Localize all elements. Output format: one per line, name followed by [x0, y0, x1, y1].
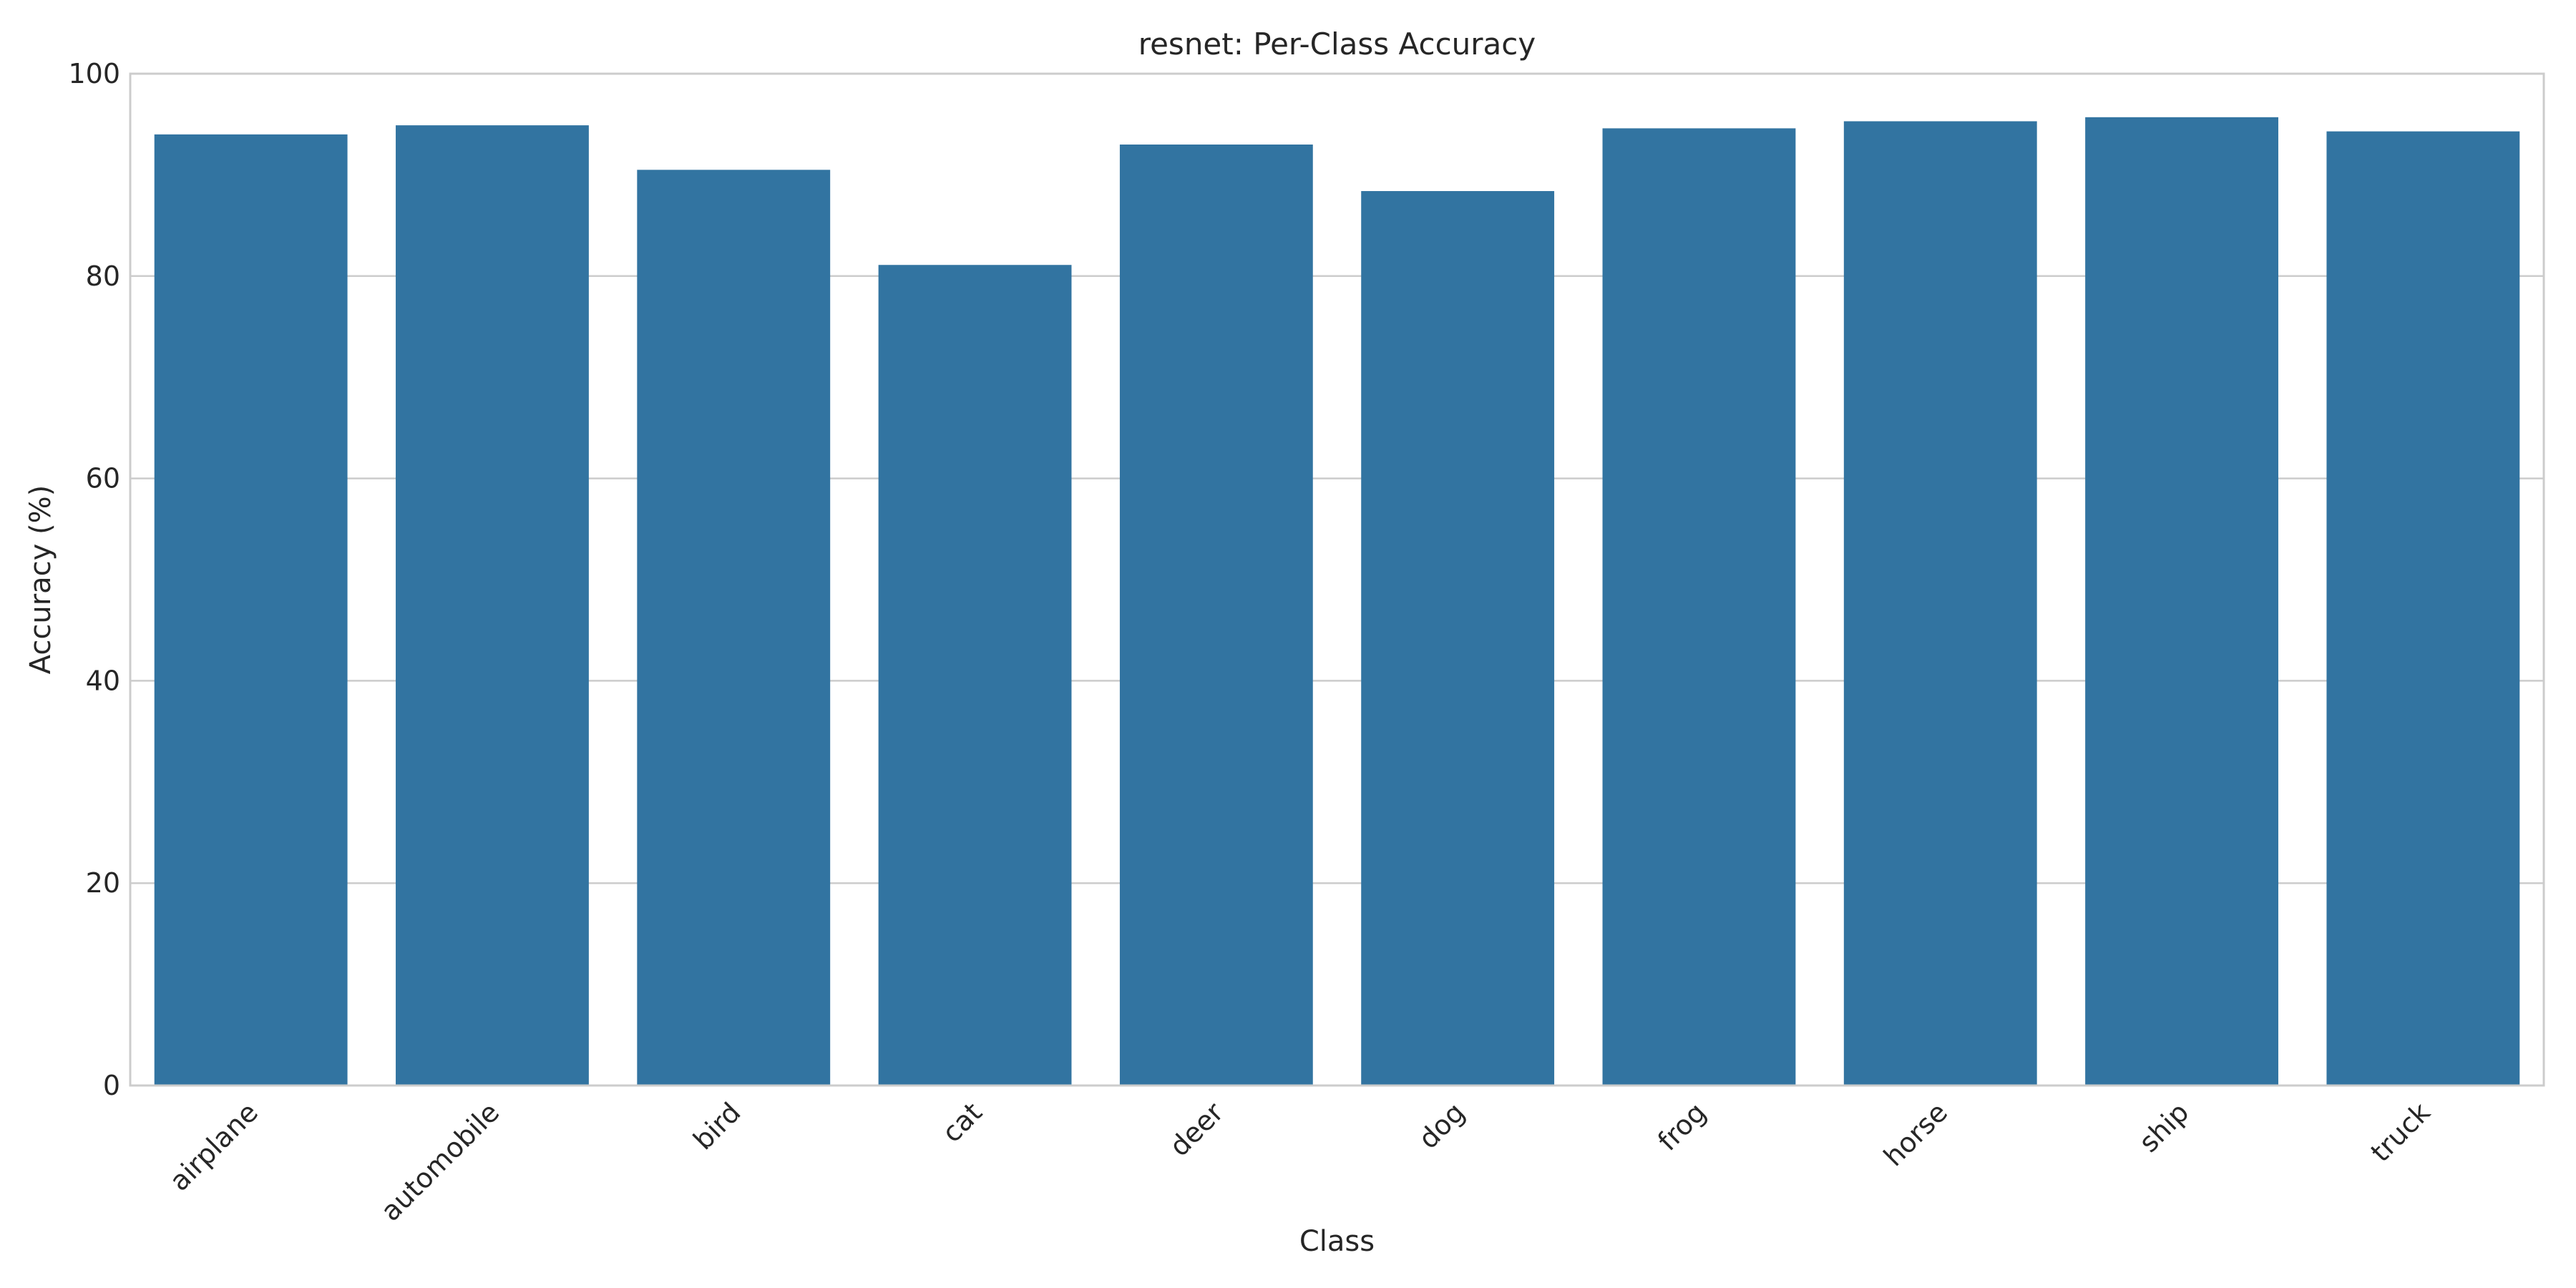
x-tick-label: truck [2365, 1096, 2436, 1168]
bars [154, 117, 2520, 1086]
x-tick-label: automobile [375, 1096, 506, 1227]
y-axis-label: Accuracy (%) [24, 485, 57, 675]
y-tick-label: 40 [86, 665, 120, 696]
x-tick-label: ship [2133, 1096, 2195, 1158]
x-tick-label: horse [1878, 1096, 1953, 1172]
x-tick-labels: airplane automobile bird cat deer dog frog hors… [163, 1096, 2436, 1227]
y-tick-label: 0 [103, 1070, 120, 1101]
y-tick-labels: 0 20 40 60 80 100 [68, 58, 120, 1101]
bar-ship [2085, 117, 2278, 1085]
bar-frog [1602, 128, 1796, 1086]
bar-automobile [396, 125, 589, 1085]
y-tick-label: 80 [86, 260, 120, 292]
x-tick-label: dog [1413, 1096, 1471, 1155]
bar-airplane [154, 134, 348, 1086]
bar-bird [637, 170, 831, 1086]
y-tick-label: 100 [68, 58, 120, 89]
y-tick-label: 20 [86, 867, 120, 899]
x-tick-label: bird [687, 1096, 746, 1156]
x-axis-label: Class [1299, 1225, 1375, 1258]
bar-truck [2326, 131, 2520, 1085]
bar-cat [878, 265, 1072, 1086]
y-tick-label: 60 [86, 463, 120, 494]
bar-deer [1119, 144, 1313, 1086]
x-tick-label: airplane [163, 1096, 264, 1197]
bar-horse [1843, 121, 2037, 1085]
x-tick-label: cat [936, 1096, 988, 1148]
x-tick-label: deer [1163, 1096, 1230, 1163]
chart-title: resnet: Per-Class Accuracy [1138, 26, 1536, 62]
bar-dog [1361, 191, 1555, 1086]
x-tick-label: frog [1652, 1096, 1712, 1157]
plot-frame [129, 72, 2545, 1087]
